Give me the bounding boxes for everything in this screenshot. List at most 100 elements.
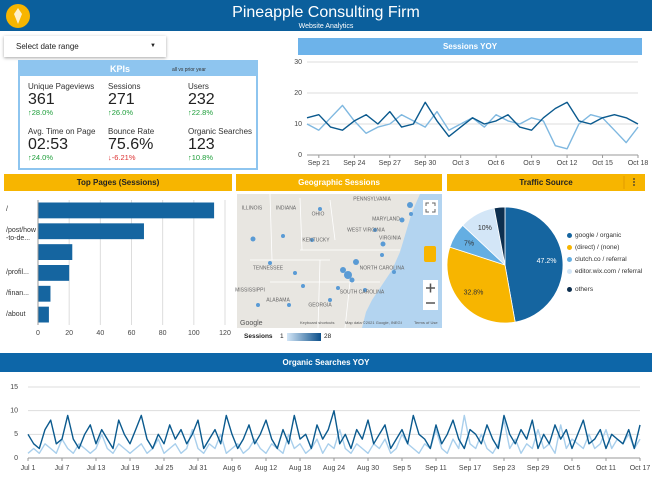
kpi: Sessions27126.0% (108, 82, 140, 117)
kpi-value: 232 (188, 91, 215, 108)
kpi-label: Organic Searches (188, 127, 253, 136)
map-label: VIRGINIA (379, 235, 402, 241)
x-tick-label: Jul 31 (189, 465, 208, 472)
x-tick-label: Sep 11 (425, 465, 447, 472)
panel-header (0, 353, 652, 372)
series-line (306, 101, 639, 138)
kpi-label: Bounce Rate (108, 127, 155, 136)
kpi-value: 123 (188, 136, 215, 153)
bar (38, 285, 51, 302)
kpi-header (20, 62, 256, 76)
state-borders (250, 193, 400, 329)
legend-swatch (567, 257, 572, 262)
legend-label: clutch.co / referral (575, 256, 627, 263)
x-tick-label: Sep 5 (393, 465, 411, 472)
y-tick-label: /profil... (6, 268, 29, 276)
kpi-value: 361 (28, 91, 55, 108)
map-label: NORTH CAROLINA (360, 265, 405, 271)
bar (38, 265, 70, 281)
legend-swatch (567, 287, 572, 292)
x-tick-label: 120 (219, 330, 231, 337)
dropdown-arrow: ▼ (150, 43, 156, 49)
page-subtitle: Website Analytics (299, 23, 354, 30)
kpi-value: 02:53 (28, 136, 69, 153)
panel-title: Organic Searches YOY (282, 358, 370, 367)
x-tick-label: Sep 24 (343, 160, 365, 167)
pie-label: 32.8% (464, 289, 484, 296)
map-legend-scale (287, 333, 321, 341)
x-tick-label: Oct 12 (557, 160, 578, 167)
map-label: WEST VIRGINIA (347, 227, 385, 233)
y-tick-label: 10 (10, 408, 18, 415)
map[interactable] (237, 193, 442, 329)
menu-icon[interactable] (633, 181, 635, 183)
map-label: TENNESSEE (253, 265, 284, 271)
kpi-label: Users (188, 82, 209, 91)
x-tick-label: Oct 5 (564, 465, 581, 472)
zoom-icons (426, 283, 435, 304)
kpi-change: 26.0% (108, 108, 140, 117)
x-tick-label: Oct 3 (452, 160, 469, 167)
x-tick-label: Aug 24 (323, 465, 345, 472)
map-legend-min: 1 (280, 333, 284, 340)
legend-swatch (567, 233, 572, 238)
kpi-change: 28.0% (28, 108, 94, 117)
fullscreen-button[interactable] (423, 200, 438, 215)
legend-label: (direct) / (none) (575, 244, 620, 251)
map-label: ALABAMA (266, 297, 290, 303)
kpi-title: KPIs (110, 64, 131, 74)
kpi-change: 22.8% (188, 108, 215, 117)
page-title: Pineapple Consulting Firm (232, 4, 420, 21)
x-tick-label: Oct 6 (488, 160, 505, 167)
x-tick-label: Aug 6 (223, 465, 241, 472)
map-label: SOUTH CAROLINA (340, 289, 385, 295)
map-legend-max: 28 (324, 333, 332, 340)
y-tick-label: 0 (14, 455, 18, 462)
y-tick-label: /post/how-to-de... (6, 227, 36, 243)
kpi-change: 24.0% (28, 153, 95, 162)
x-tick-label: 40 (96, 330, 104, 337)
map-footer: Google (240, 320, 263, 327)
pie-label: 7% (464, 241, 474, 248)
pie-slice (504, 206, 564, 323)
pie-label: 47.2% (537, 258, 557, 265)
y-tick-label: 20 (294, 90, 302, 97)
x-tick-label: Oct 9 (523, 160, 540, 167)
x-tick-label: Aug 30 (357, 465, 379, 472)
kpi-value: 271 (108, 91, 135, 108)
y-tick-label: /finan... (6, 289, 29, 297)
y-tick-label: / (6, 206, 8, 214)
pie-label: 10% (478, 225, 492, 232)
x-tick-label: Oct 17 (630, 465, 651, 472)
kpi-label: Sessions (108, 82, 141, 91)
kpi-card: KPIs all vs prior year Unique Pageviews 3… (18, 60, 258, 170)
x-tick-label: Jul 25 (155, 465, 174, 472)
panel-title: Sessions YOY (443, 42, 498, 51)
kpi-label: Unique Pageviews (28, 82, 95, 91)
legend-label: others (575, 286, 594, 293)
kpi-change: 10.8% (188, 153, 252, 162)
fullscreen-icon (425, 202, 436, 213)
x-tick-label: Jul 13 (87, 465, 106, 472)
menu-icon[interactable] (633, 184, 635, 186)
kpi-note: all vs prior year (172, 67, 206, 73)
legend-item: clutch.co / referral (567, 256, 647, 264)
x-tick-label: Sep 21 (308, 160, 330, 167)
bar (38, 223, 144, 240)
map-footer: Map data ©2021 Google, INEGI (345, 320, 402, 325)
legend-item: google / organic (567, 232, 647, 240)
kpi: Users23222.8% (188, 82, 215, 117)
kpi: Unique Pageviews36128.0% (28, 82, 94, 117)
map-label: MISSISSIPPI (235, 287, 265, 293)
menu-icon[interactable] (633, 178, 635, 180)
series-line (306, 104, 639, 150)
y-tick-label: 15 (10, 384, 18, 391)
legend-item: others (567, 286, 647, 294)
map-label: OHIO (312, 211, 325, 217)
date-range-dropdown[interactable]: Select date range ▼ (4, 36, 166, 57)
x-tick-label: 20 (65, 330, 73, 337)
dropdown-label: Select date range (16, 42, 79, 51)
street-view-button[interactable] (424, 246, 436, 262)
